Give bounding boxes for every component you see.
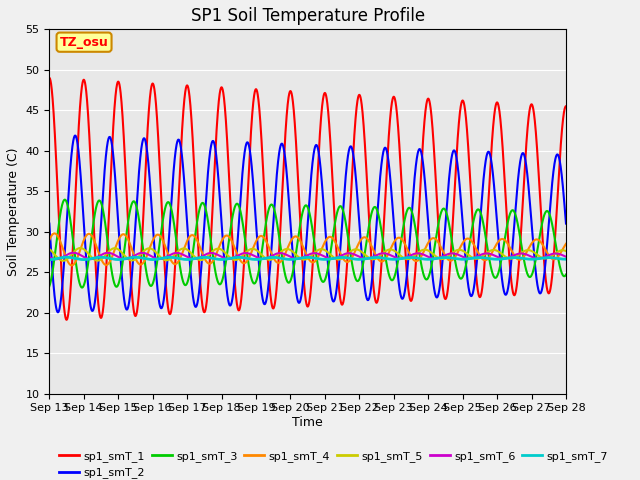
- sp1_smT_3: [78, 285, 86, 290]
- sp1_smT_7: [562, 256, 570, 262]
- sp1_smT_4: [45, 237, 53, 243]
- sp1_smT_5: [149, 247, 157, 252]
- sp1_smT_2: [45, 221, 53, 227]
- sp1_smT_6: [149, 254, 157, 260]
- sp1_smT_4: [68, 263, 76, 268]
- sp1_smT_6: [359, 255, 367, 261]
- sp1_smT_5: [252, 247, 259, 252]
- sp1_smT_7: [539, 255, 547, 261]
- sp1_smT_7: [252, 256, 259, 262]
- sp1_smT_2: [539, 282, 547, 288]
- Y-axis label: Soil Temperature (C): Soil Temperature (C): [7, 147, 20, 276]
- Title: SP1 Soil Temperature Profile: SP1 Soil Temperature Profile: [191, 7, 425, 25]
- sp1_smT_4: [562, 241, 570, 247]
- Line: sp1_smT_5: sp1_smT_5: [49, 248, 566, 261]
- sp1_smT_1: [148, 81, 156, 86]
- sp1_smT_6: [252, 253, 259, 259]
- sp1_smT_1: [45, 75, 53, 81]
- sp1_smT_7: [294, 256, 301, 262]
- sp1_smT_3: [252, 280, 259, 286]
- X-axis label: Time: Time: [292, 416, 323, 429]
- sp1_smT_3: [217, 280, 225, 286]
- sp1_smT_3: [294, 237, 301, 243]
- sp1_smT_4: [294, 235, 301, 240]
- sp1_smT_2: [149, 221, 157, 227]
- sp1_smT_6: [217, 254, 225, 260]
- sp1_smT_4: [359, 235, 367, 240]
- sp1_smT_6: [539, 255, 547, 261]
- sp1_smT_4: [217, 240, 225, 245]
- Legend: sp1_smT_1, sp1_smT_2, sp1_smT_3, sp1_smT_4, sp1_smT_5, sp1_smT_6, sp1_smT_7: sp1_smT_1, sp1_smT_2, sp1_smT_3, sp1_smT…: [55, 446, 612, 480]
- sp1_smT_1: [359, 114, 367, 120]
- sp1_smT_5: [294, 253, 301, 259]
- sp1_smT_1: [252, 88, 259, 94]
- sp1_smT_3: [359, 261, 367, 266]
- sp1_smT_5: [562, 248, 570, 254]
- sp1_smT_3: [562, 272, 570, 277]
- sp1_smT_7: [359, 256, 367, 262]
- Line: sp1_smT_3: sp1_smT_3: [49, 200, 566, 288]
- sp1_smT_6: [562, 254, 570, 260]
- sp1_smT_4: [539, 242, 547, 248]
- sp1_smT_5: [60, 258, 67, 264]
- sp1_smT_1: [294, 169, 301, 175]
- Line: sp1_smT_1: sp1_smT_1: [49, 78, 566, 320]
- sp1_smT_3: [539, 217, 547, 223]
- sp1_smT_6: [70, 250, 77, 256]
- Text: TZ_osu: TZ_osu: [60, 36, 108, 48]
- sp1_smT_7: [45, 257, 53, 263]
- sp1_smT_1: [217, 85, 225, 91]
- sp1_smT_4: [252, 240, 259, 246]
- sp1_smT_2: [562, 221, 570, 227]
- Line: sp1_smT_7: sp1_smT_7: [49, 257, 566, 260]
- Line: sp1_smT_4: sp1_smT_4: [49, 233, 566, 265]
- sp1_smT_5: [77, 245, 84, 251]
- sp1_smT_5: [359, 250, 367, 256]
- Line: sp1_smT_6: sp1_smT_6: [49, 253, 566, 259]
- sp1_smT_2: [252, 211, 259, 216]
- sp1_smT_5: [45, 246, 53, 252]
- sp1_smT_2: [71, 132, 79, 138]
- sp1_smT_1: [63, 317, 70, 323]
- sp1_smT_6: [52, 256, 60, 262]
- sp1_smT_7: [63, 254, 70, 260]
- sp1_smT_2: [359, 270, 367, 276]
- sp1_smT_1: [539, 239, 547, 245]
- sp1_smT_3: [45, 283, 53, 289]
- Line: sp1_smT_2: sp1_smT_2: [49, 135, 566, 312]
- sp1_smT_7: [217, 257, 225, 263]
- sp1_smT_3: [61, 197, 68, 203]
- sp1_smT_4: [149, 238, 157, 244]
- sp1_smT_2: [294, 298, 301, 304]
- sp1_smT_2: [217, 213, 225, 219]
- sp1_smT_2: [54, 310, 62, 315]
- sp1_smT_4: [51, 230, 58, 236]
- sp1_smT_3: [149, 281, 157, 287]
- sp1_smT_7: [148, 257, 156, 263]
- sp1_smT_5: [539, 255, 547, 261]
- sp1_smT_6: [294, 256, 301, 262]
- sp1_smT_1: [562, 103, 570, 109]
- sp1_smT_6: [45, 254, 53, 260]
- sp1_smT_5: [217, 247, 225, 252]
